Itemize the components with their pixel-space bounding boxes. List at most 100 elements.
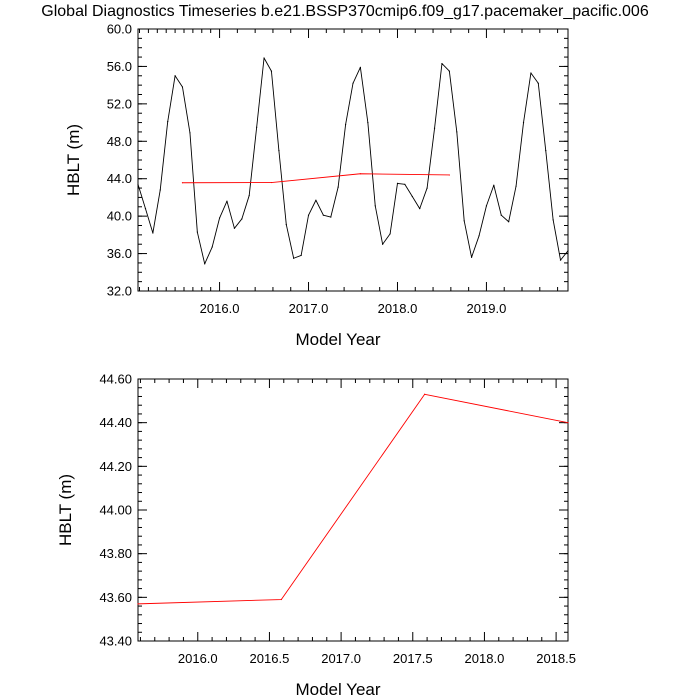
series-1-point bbox=[181, 182, 184, 184]
series-0-point bbox=[293, 257, 295, 259]
series-0-point bbox=[280, 598, 282, 601]
y-axis-title: HBLT (m) bbox=[56, 474, 75, 546]
x-tick-label: 2016.0 bbox=[200, 301, 240, 316]
series-0-point bbox=[152, 232, 154, 234]
series-0-point bbox=[181, 86, 184, 88]
series-0-point bbox=[233, 227, 236, 229]
series-0-point bbox=[270, 70, 273, 72]
series-0-point bbox=[248, 194, 250, 197]
series-0-point bbox=[515, 185, 517, 187]
x-tick-label: 2017.5 bbox=[393, 651, 433, 666]
plot-frame bbox=[137, 28, 569, 292]
series-0-point bbox=[352, 82, 354, 84]
y-tick-label: 60.0 bbox=[107, 22, 132, 37]
series-0-point bbox=[330, 216, 332, 218]
x-tick-label: 2018.0 bbox=[465, 651, 505, 666]
series-0-point bbox=[196, 231, 198, 233]
y-tick-label: 43.60 bbox=[99, 590, 132, 605]
series-0-point bbox=[500, 214, 502, 216]
series-0-point bbox=[485, 205, 488, 207]
series-1-point bbox=[448, 174, 450, 176]
series-0-point bbox=[367, 121, 369, 124]
series-0-point bbox=[278, 150, 280, 152]
series-0-point bbox=[189, 132, 191, 134]
series-0-point bbox=[307, 214, 310, 216]
series-0-point bbox=[315, 199, 317, 201]
series-0-point bbox=[159, 189, 161, 191]
series-0-point bbox=[552, 219, 554, 221]
y-tick-label: 44.00 bbox=[99, 503, 132, 518]
series-0-point bbox=[508, 221, 510, 223]
series-0-point bbox=[424, 393, 426, 395]
y-tick-label: 56.0 bbox=[107, 59, 132, 74]
series-0-point bbox=[426, 187, 428, 189]
series-0-point bbox=[441, 63, 443, 65]
series-0-point bbox=[537, 82, 539, 84]
y-tick-label: 48.0 bbox=[107, 134, 132, 149]
y-tick-label: 44.60 bbox=[99, 372, 132, 387]
series-0-point bbox=[470, 256, 473, 258]
series-0-point bbox=[559, 259, 562, 261]
chart-title: Global Diagnostics Timeseries b.e21.BSSP… bbox=[41, 3, 649, 20]
x-tick-label: 2017.0 bbox=[321, 651, 361, 666]
series-line-0 bbox=[137, 57, 569, 265]
series-0-point bbox=[300, 254, 302, 257]
series-0-point bbox=[285, 223, 287, 226]
x-axis-title: Model Year bbox=[295, 680, 380, 699]
y-tick-label: 52.0 bbox=[107, 96, 132, 111]
y-tick-label: 43.40 bbox=[99, 634, 132, 649]
series-0-point bbox=[433, 127, 436, 129]
top-timeseries-panel: 2016.0 2017.0 2018.0 2019.0 32.0 36.0 40.0 44.0… bbox=[64, 22, 569, 349]
series-0-point bbox=[545, 150, 547, 152]
bottom-annual-mean-panel: 2016.0 2016.5 2017.0 2017.5 2018.0 2018.5 43.4… bbox=[56, 372, 576, 700]
series-0-point bbox=[322, 214, 324, 216]
series-0-point bbox=[211, 246, 213, 248]
x-axis-title: Model Year bbox=[295, 330, 380, 349]
series-0-point bbox=[382, 243, 384, 245]
series-0-point bbox=[478, 235, 480, 237]
series-0-point bbox=[137, 183, 139, 185]
series-0-point bbox=[456, 131, 458, 133]
y-tick-label: 44.40 bbox=[99, 415, 132, 430]
x-tick-label: 2016.5 bbox=[250, 651, 290, 666]
y-tick-label: 44.20 bbox=[99, 459, 132, 474]
series-0-point bbox=[337, 186, 339, 188]
series-0-point bbox=[411, 195, 413, 198]
series-0-point bbox=[263, 57, 265, 59]
series-0-point bbox=[419, 208, 421, 210]
series-line-0 bbox=[137, 393, 569, 605]
series-0-point bbox=[396, 182, 399, 184]
series-1-point bbox=[359, 173, 361, 175]
series-0-point bbox=[463, 220, 465, 222]
x-tick-label: 2019.0 bbox=[467, 301, 507, 316]
series-0-point bbox=[218, 217, 221, 219]
series-0-point bbox=[567, 422, 569, 424]
series-0-point bbox=[493, 184, 495, 186]
series-0-point bbox=[389, 233, 391, 235]
series-0-point bbox=[345, 123, 347, 126]
series-0-point bbox=[137, 603, 139, 605]
y-tick-label: 40.0 bbox=[107, 209, 132, 224]
series-0-point bbox=[359, 66, 361, 68]
series-0-point bbox=[374, 205, 376, 207]
series-0-point bbox=[567, 250, 569, 252]
series-1-point bbox=[270, 181, 273, 184]
x-tick-label: 2018.5 bbox=[536, 651, 576, 666]
y-tick-label: 32.0 bbox=[107, 284, 132, 299]
x-tick-label: 2017.0 bbox=[289, 301, 329, 316]
series-0-point bbox=[226, 200, 228, 202]
y-tick-label: 44.0 bbox=[107, 171, 132, 186]
x-tick-label: 2016.0 bbox=[178, 651, 218, 666]
series-0-point bbox=[256, 126, 258, 128]
y-axis-title: HBLT (m) bbox=[64, 124, 83, 196]
series-0-point bbox=[144, 208, 147, 210]
series-0-point bbox=[241, 218, 243, 220]
series-line-1 bbox=[182, 173, 450, 184]
series-0-point bbox=[174, 75, 176, 77]
x-tick-label: 2018.0 bbox=[378, 301, 418, 316]
series-0-point bbox=[204, 263, 206, 265]
series-0-point bbox=[404, 183, 406, 185]
series-0-point bbox=[448, 70, 450, 72]
series-0-point bbox=[522, 121, 525, 124]
